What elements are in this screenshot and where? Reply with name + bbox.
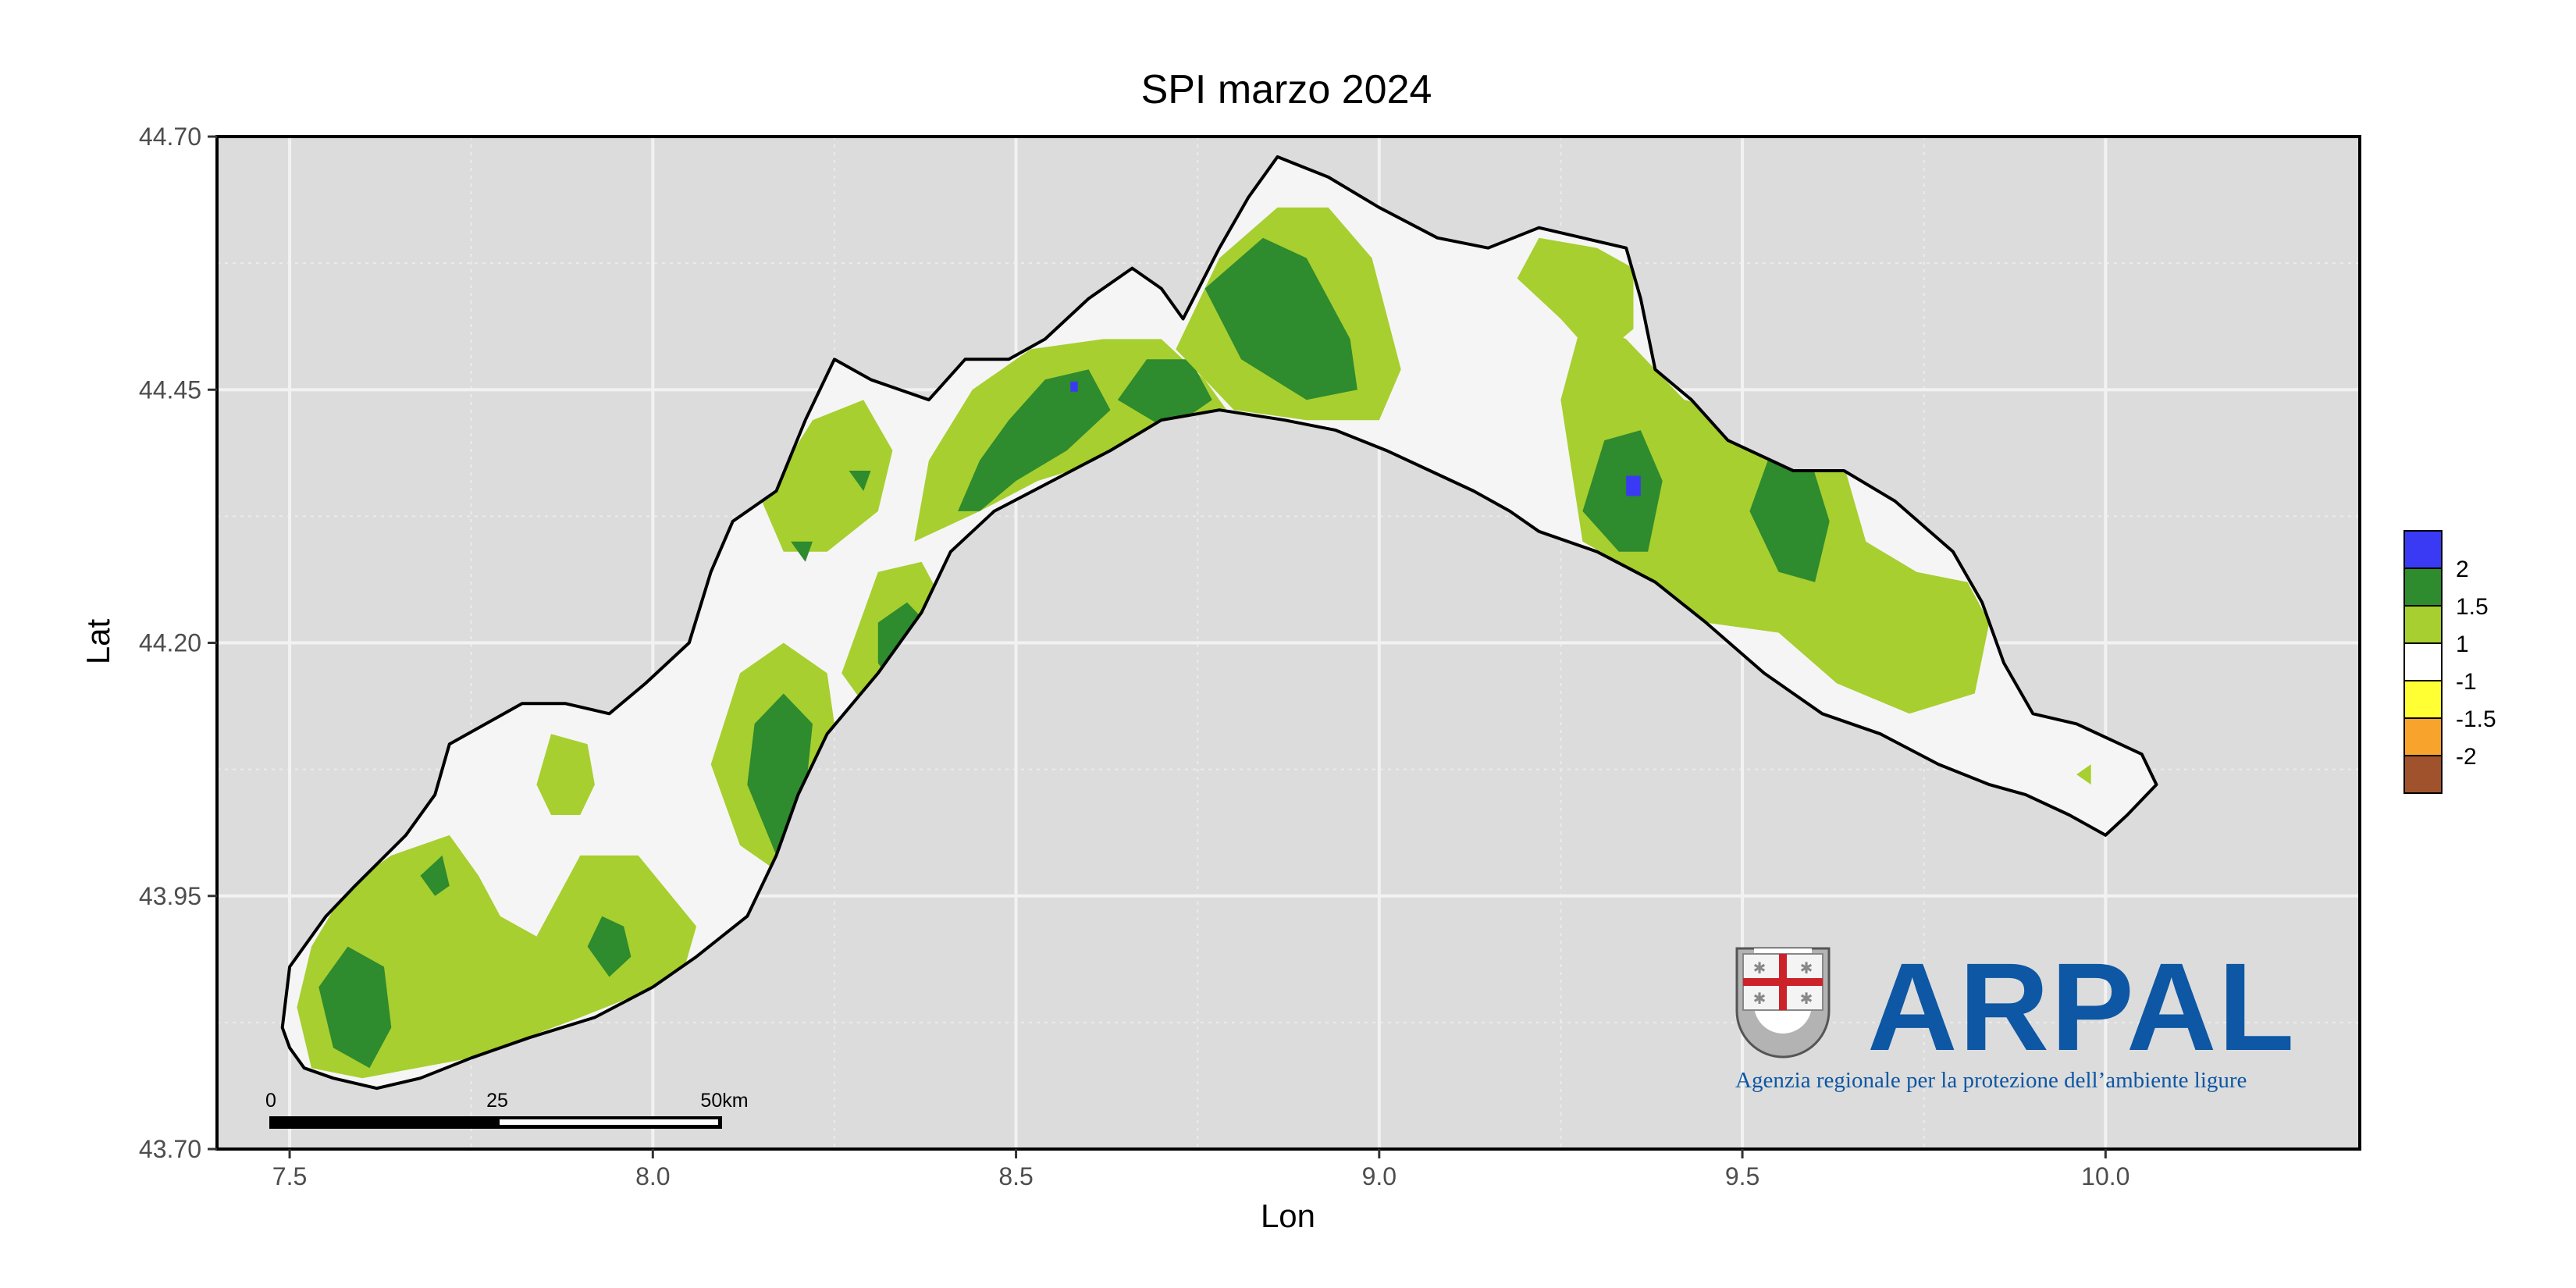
spi-zones — [282, 156, 2157, 1089]
svg-text:✱: ✱ — [1753, 989, 1767, 1008]
logo-subtitle: Agenzia regionale per la protezione dell… — [1735, 1068, 2247, 1093]
legend-swatch — [2403, 680, 2443, 719]
legend-label: 1 — [2456, 632, 2469, 657]
spi-zone-1-5 — [791, 541, 813, 562]
y-tick-label: 43.95 — [139, 882, 201, 910]
map-axes: 7.5 8.0 8.5 9.0 9.5 10.0 43.70 43.95 44.20 44.45 4… — [139, 123, 2130, 1190]
svg-text:✱: ✱ — [1800, 989, 1813, 1008]
spi-zone-1 — [1517, 237, 1634, 360]
svg-text:✱: ✱ — [1753, 959, 1767, 977]
legend-swatch — [2403, 755, 2443, 794]
spi-zone-1 — [536, 734, 595, 815]
liguria-outline — [280, 155, 2158, 1091]
spi-legend: 2 1.5 1 -1 -1.5 -2 — [2403, 530, 2496, 794]
liguria-shield-icon: ✱ ✱ ✱ ✱ — [1735, 947, 1831, 1059]
spi-zone-1 — [761, 400, 893, 552]
legend-swatch — [2403, 717, 2443, 756]
svg-text:✱: ✱ — [1800, 959, 1813, 977]
spi-zone-1-5 — [1582, 430, 1663, 552]
legend-label: 1.5 — [2456, 594, 2489, 620]
region-fill — [282, 156, 2157, 1089]
spi-zone-1-5 — [587, 916, 632, 977]
scale-bar: 0 25 50km — [265, 1090, 749, 1129]
spi-zone-1-5 — [1749, 450, 1830, 582]
x-tick-label: 10.0 — [2081, 1162, 2129, 1190]
y-axis-title: Lat — [80, 618, 116, 664]
scale-label-50km: 50km — [700, 1090, 748, 1112]
map-title: SPI marzo 2024 — [1141, 67, 1432, 112]
legend-label: -1.5 — [2456, 706, 2496, 732]
y-tick-label: 44.45 — [139, 375, 201, 404]
x-tick-label: 7.5 — [272, 1162, 307, 1190]
logo-wordmark: ARPAL — [1867, 937, 2296, 1076]
arpal-logo: ✱ ✱ ✱ ✱ ARPAL Agenzia regionale per la p… — [1735, 937, 2296, 1093]
scale-bar-segment — [500, 1119, 718, 1125]
x-tick-label: 8.5 — [998, 1162, 1033, 1190]
legend-label: -1 — [2456, 669, 2477, 695]
spi-zone-1-5 — [1204, 237, 1357, 400]
legend-swatch — [2403, 642, 2443, 681]
x-tick-label: 9.0 — [1362, 1162, 1397, 1190]
y-tick-label: 44.70 — [139, 123, 201, 151]
spi-zone-1-5 — [958, 369, 1111, 511]
x-tick-label: 9.5 — [1725, 1162, 1759, 1190]
spi-zone-1 — [297, 834, 697, 1079]
spi-zone-1-5 — [1117, 359, 1212, 431]
spi-zone-1 — [2076, 764, 2091, 785]
y-tick-label: 43.70 — [139, 1135, 201, 1163]
spi-zone-1-5 — [849, 471, 871, 491]
spi-zone-1-5 — [747, 693, 813, 856]
y-tick-label: 44.20 — [139, 629, 201, 657]
legend-swatch — [2403, 568, 2443, 607]
legend-swatch — [2403, 605, 2443, 644]
x-axis-title: Lon — [1261, 1197, 1315, 1234]
x-tick-label: 8.0 — [635, 1162, 670, 1190]
scale-label-25: 25 — [486, 1090, 508, 1112]
spi-zone-1-5 — [318, 946, 392, 1069]
spi-zone-2 — [1626, 475, 1641, 496]
scale-label-0: 0 — [265, 1090, 276, 1112]
spi-zone-2 — [1070, 381, 1078, 392]
legend-swatch — [2403, 530, 2443, 569]
spi-zone-1-5 — [420, 855, 450, 896]
legend-label: 2 — [2456, 557, 2469, 582]
legend-label: -2 — [2456, 744, 2477, 770]
